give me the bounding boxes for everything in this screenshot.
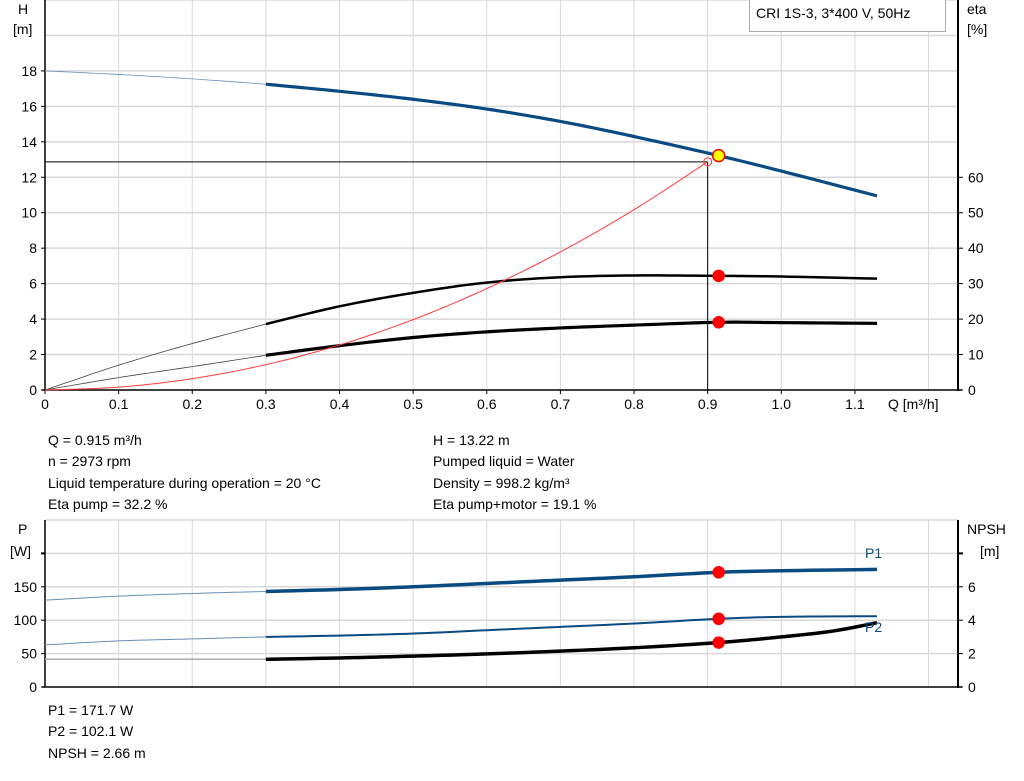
info-eta-pump: Eta pump = 32.2 % — [48, 496, 168, 512]
p1-curve — [265, 567, 878, 594]
y-tick-label: 12 — [21, 169, 37, 185]
x-tick-label: 0.6 — [477, 396, 497, 412]
info-density: Density = 998.2 kg/m³ — [433, 475, 570, 491]
x-tick-label: 0.3 — [256, 396, 276, 412]
y2-tick-label: 20 — [968, 311, 984, 327]
y2-tick-label: 40 — [968, 240, 984, 256]
y2-tick-label: 4 — [968, 612, 976, 628]
y-tick-label: 0 — [29, 382, 37, 398]
p1-series-label: P1 — [865, 545, 882, 561]
x-tick-label: 0.4 — [330, 396, 350, 412]
y-tick-label: 8 — [29, 240, 37, 256]
p2-curve-extrapolated — [44, 636, 266, 646]
y-tick-label: 18 — [21, 63, 37, 79]
H-curve — [265, 82, 878, 198]
y-tick-label: 10 — [21, 205, 37, 221]
info-h: H = 13.22 m — [433, 432, 510, 448]
legend-box: CRI 1S-3, 3*400 V, 50Hz — [749, 0, 946, 32]
x-tick-label: 0.1 — [109, 396, 129, 412]
y-axis-label: P — [18, 521, 27, 537]
y2-axis-unit: [%] — [967, 21, 987, 37]
y2-tick-label: 0 — [968, 679, 976, 695]
x-tick-label: 1.1 — [845, 396, 865, 412]
eta_pump-curve — [265, 274, 878, 326]
x-tick-label: 0.8 — [624, 396, 644, 412]
p2-series-label: P2 — [865, 619, 882, 635]
info-temp: Liquid temperature during operation = 20… — [48, 475, 321, 491]
x-tick-label: 0.7 — [551, 396, 571, 412]
info-liquid: Pumped liquid = Water — [433, 453, 575, 469]
y2-axis-label: eta — [967, 1, 987, 17]
legend-text: CRI 1S-3, 3*400 V, 50Hz — [756, 5, 911, 21]
y2-tick-label: 0 — [968, 382, 976, 398]
y2-tick-label: 6 — [968, 579, 976, 595]
y-axis-label: H — [18, 1, 28, 17]
y2-tick-label: 60 — [968, 169, 984, 185]
x-tick-label: 0 — [41, 396, 49, 412]
info-n: n = 2973 rpm — [48, 453, 131, 469]
y-tick-label: 6 — [29, 276, 37, 292]
y-tick-label: 0 — [29, 679, 37, 695]
y-tick-label: 2 — [29, 347, 37, 363]
eta_pump_motor-curve — [265, 320, 878, 357]
eta-pump-motor-duty-marker — [712, 316, 725, 329]
y-tick-label: 150 — [14, 579, 38, 595]
y2-axis-label: NPSH — [967, 521, 1006, 537]
x-tick-label: 0.9 — [698, 396, 718, 412]
x-tick-label: 0.5 — [403, 396, 423, 412]
eta-pump-duty-marker — [712, 269, 725, 283]
y-tick-label: 100 — [14, 612, 38, 628]
y2-tick-label: 10 — [968, 347, 984, 363]
H-curve-extrapolated — [44, 70, 266, 85]
info-p2: P2 = 102.1 W — [48, 723, 134, 739]
info-npsh: NPSH = 2.66 m — [48, 745, 146, 761]
y-axis-unit: [m] — [13, 21, 32, 37]
info-eta-pump-motor: Eta pump+motor = 19.1 % — [433, 496, 597, 512]
info-p1: P1 = 171.7 W — [48, 702, 134, 718]
npsh-curve — [265, 620, 878, 662]
p1-curve-extrapolated — [44, 590, 266, 601]
duty-point-marker — [711, 148, 726, 163]
y-tick-label: 14 — [21, 134, 37, 150]
y-axis-unit: [W] — [10, 543, 31, 559]
npsh-duty-marker — [712, 636, 725, 649]
p1-duty-marker — [712, 566, 725, 579]
x-tick-label: 1.0 — [772, 396, 792, 412]
system-curve — [44, 161, 708, 391]
x-axis-label: Q [m³/h] — [888, 396, 939, 412]
y-tick-label: 16 — [21, 98, 37, 114]
x-tick-label: 0.2 — [183, 396, 203, 412]
system-curve-end-marker — [703, 157, 713, 167]
p2-duty-marker — [712, 612, 725, 626]
y2-tick-label: 2 — [968, 646, 976, 662]
y2-axis-unit: [m] — [980, 543, 999, 559]
eta_pump-curve-extrapolated — [44, 323, 266, 391]
eta_pump_motor-curve-extrapolated — [44, 354, 266, 391]
p2-curve — [265, 615, 878, 638]
y-tick-label: 4 — [29, 311, 37, 327]
y2-tick-label: 50 — [968, 205, 984, 221]
y-tick-label: 50 — [21, 646, 37, 662]
info-q: Q = 0.915 m³/h — [48, 432, 142, 448]
y2-tick-label: 30 — [968, 276, 984, 292]
